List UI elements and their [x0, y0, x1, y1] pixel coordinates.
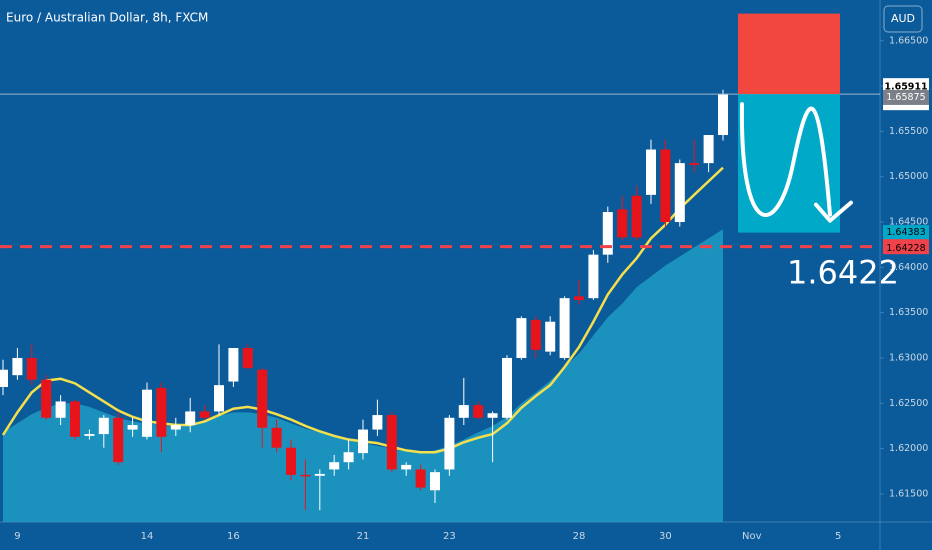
candle-body — [559, 298, 570, 358]
current-price-label: 1.65911 — [884, 82, 927, 93]
y-tick-label: 1.65000 — [889, 171, 928, 182]
drawn-curve — [739, 102, 832, 217]
candle-body — [487, 413, 498, 418]
candle-body — [26, 357, 37, 380]
y-tick-label: 1.63500 — [889, 307, 928, 318]
previous-price-label: 1.65875 — [886, 92, 925, 103]
candle-body — [228, 348, 239, 382]
candle-body — [242, 348, 253, 368]
candle-body — [516, 318, 527, 358]
candle-body — [314, 473, 325, 476]
candle-body — [718, 94, 728, 136]
candle-body — [156, 387, 167, 437]
candle-body — [458, 405, 469, 418]
candle-body — [271, 427, 282, 448]
candle-body — [257, 369, 268, 428]
candle-body — [70, 401, 80, 437]
currency-button[interactable] — [883, 5, 923, 33]
chart-title: Euro / Australian Dollar, 8h, FXCM — [6, 11, 208, 25]
candle-body — [415, 469, 426, 488]
candle-body — [689, 163, 700, 165]
x-tick-label: 30 — [659, 531, 672, 542]
plot-area — [0, 89, 880, 522]
y-tick-label: 1.61500 — [889, 488, 928, 499]
area-fill — [3, 229, 723, 522]
candle-body — [473, 405, 484, 418]
candle-body — [343, 452, 354, 463]
candle-body — [41, 379, 52, 418]
candle-body — [0, 369, 8, 387]
x-tick-label: 9 — [14, 531, 20, 542]
candle-body — [574, 296, 584, 300]
support-price-label: 1.64228 — [886, 243, 925, 254]
candle-body — [674, 163, 685, 223]
target-price-label: 1.64383 — [886, 227, 925, 238]
candle-body — [185, 411, 196, 426]
candle-body — [646, 149, 656, 195]
x-tick-label: 21 — [357, 531, 370, 542]
candle-body — [113, 417, 124, 463]
previous-price-box — [883, 89, 929, 105]
candle-body — [660, 149, 671, 223]
candle-body — [98, 417, 109, 435]
y-tick-label: 1.62000 — [889, 443, 928, 454]
candle-body — [358, 429, 368, 454]
candle-body — [329, 462, 340, 470]
candle-body — [530, 319, 541, 350]
y-tick-label: 1.62500 — [889, 398, 928, 409]
candle-body — [286, 447, 296, 475]
y-tick-label: 1.65500 — [889, 126, 928, 137]
currency-label: AUD — [891, 12, 915, 25]
candle-body — [127, 425, 138, 430]
candle-body — [386, 415, 397, 470]
annotation: 1.6422 — [787, 254, 899, 292]
x-tick-label: Nov — [742, 531, 762, 542]
candle-body — [545, 321, 556, 352]
drawn-arrowhead — [814, 200, 853, 223]
x-tick-label: 16 — [227, 531, 240, 542]
candle-body — [55, 401, 66, 418]
candle-body — [12, 357, 23, 376]
x-tick-label: 28 — [573, 531, 586, 542]
candle-body — [617, 209, 628, 238]
candle-body — [199, 411, 210, 418]
axes: 1.61500 1.62000 1.62500 1.63000 1.63500 1.640… — [14, 35, 929, 542]
candle-body — [703, 135, 714, 164]
candle-body — [602, 212, 613, 255]
candle-body — [170, 425, 181, 430]
candle-body — [502, 357, 512, 418]
candle-body — [444, 417, 455, 470]
candle-body — [214, 385, 224, 412]
stop-zone — [738, 13, 840, 95]
x-tick-label: 14 — [141, 531, 154, 542]
y-tick-label: 1.64000 — [889, 262, 928, 273]
candle-body — [142, 389, 152, 437]
candle-body — [430, 472, 440, 491]
candle-body — [401, 464, 412, 470]
y-tick-label: 1.64500 — [889, 217, 928, 228]
y-tick-label: 1.63000 — [889, 352, 928, 363]
position-tool — [738, 13, 853, 233]
x-tick-label: 5 — [835, 531, 841, 542]
candle-body — [631, 195, 642, 238]
x-tick-label: 23 — [443, 531, 456, 542]
y-tick-label: 1.66500 — [889, 35, 928, 46]
target-price-box — [883, 225, 929, 241]
support-price-box — [883, 239, 929, 255]
candle-body — [372, 415, 383, 430]
candle-body — [588, 254, 599, 299]
candle-body — [84, 434, 95, 436]
candle-body — [300, 474, 311, 477]
